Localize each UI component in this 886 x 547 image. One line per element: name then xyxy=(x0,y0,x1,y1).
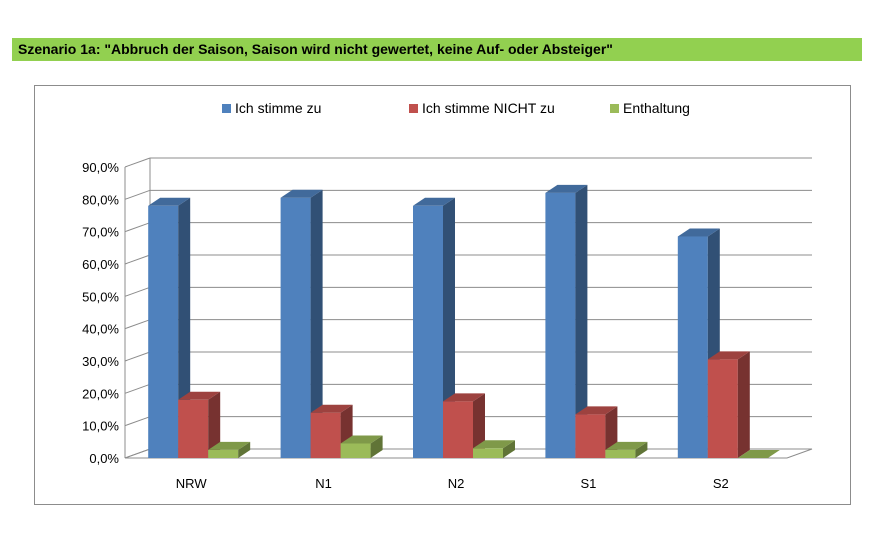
bar-front xyxy=(473,448,503,458)
legend-swatch xyxy=(610,104,619,113)
bar-top xyxy=(280,189,323,198)
x-tick-label: N2 xyxy=(448,476,465,491)
bar-front xyxy=(707,359,738,458)
side-wall-line xyxy=(124,254,151,265)
side-wall-line xyxy=(124,416,151,427)
bar-side xyxy=(310,189,323,458)
bar-top xyxy=(605,441,648,450)
bar-front xyxy=(575,414,606,458)
bar-front xyxy=(280,197,311,458)
scenario-header-bar: Szenario 1a: "Abbruch der Saison, Saison… xyxy=(12,38,862,61)
x-tick-label: N1 xyxy=(315,476,332,491)
bar-side xyxy=(737,351,750,458)
side-wall-line xyxy=(124,222,151,233)
legend-label: Ich stimme zu xyxy=(235,100,321,116)
bar-top xyxy=(208,441,251,450)
bar-top xyxy=(677,228,720,237)
bar-top xyxy=(545,184,588,193)
bar-side xyxy=(178,197,191,459)
bar-front xyxy=(208,449,239,458)
bar-front xyxy=(340,443,371,458)
bar-side xyxy=(575,184,588,458)
y-tick-label: 60,0% xyxy=(82,257,119,272)
scenario-title: Szenario 1a: "Abbruch der Saison, Saison… xyxy=(18,41,613,57)
legend-label: Ich stimme NICHT zu xyxy=(422,100,555,116)
y-tick-label: 80,0% xyxy=(82,192,119,207)
x-tick-label: S2 xyxy=(713,476,729,491)
bar-front xyxy=(545,192,576,458)
bar-top xyxy=(575,406,618,415)
bar-front xyxy=(310,412,341,458)
bar-side xyxy=(503,440,515,458)
bar-side xyxy=(370,435,383,458)
bar-side xyxy=(238,441,251,458)
bar-front xyxy=(413,205,443,458)
bar-top xyxy=(340,435,383,444)
bar-top xyxy=(443,393,485,402)
side-wall-line xyxy=(124,189,151,200)
legend-label: Enthaltung xyxy=(623,100,690,116)
y-tick-label: 10,0% xyxy=(82,419,119,434)
side-wall-line xyxy=(124,319,151,330)
bar-side xyxy=(473,393,485,458)
side-wall-line xyxy=(124,383,151,394)
bar-top xyxy=(310,404,353,413)
x-tick-label: S1 xyxy=(580,476,596,491)
bar-top xyxy=(148,197,191,206)
bar-top xyxy=(178,391,221,400)
bar-top xyxy=(413,197,455,206)
bar-front xyxy=(178,399,209,458)
bar-front xyxy=(605,449,636,458)
bar-side xyxy=(208,391,221,458)
bar-front xyxy=(677,236,708,458)
y-tick-label: 30,0% xyxy=(82,354,119,369)
bar-top xyxy=(473,440,515,449)
y-tick-label: 70,0% xyxy=(82,225,119,240)
bar-side xyxy=(443,197,455,459)
x-tick-label: NRW xyxy=(176,476,208,491)
y-tick-label: 90,0% xyxy=(82,160,119,175)
bar-side xyxy=(635,441,648,458)
side-wall-line xyxy=(124,157,151,168)
bar-front xyxy=(443,401,473,458)
y-tick-label: 40,0% xyxy=(82,322,119,337)
y-tick-label: 0,0% xyxy=(89,451,119,466)
bar-front xyxy=(148,205,179,458)
y-tick-label: 50,0% xyxy=(82,289,119,304)
bar-top xyxy=(737,450,780,458)
side-wall-line xyxy=(124,286,151,297)
bar-top xyxy=(707,351,750,360)
side-wall-line xyxy=(124,351,151,362)
legend-swatch xyxy=(409,104,418,113)
y-tick-label: 20,0% xyxy=(82,386,119,401)
legend-swatch xyxy=(222,104,231,113)
